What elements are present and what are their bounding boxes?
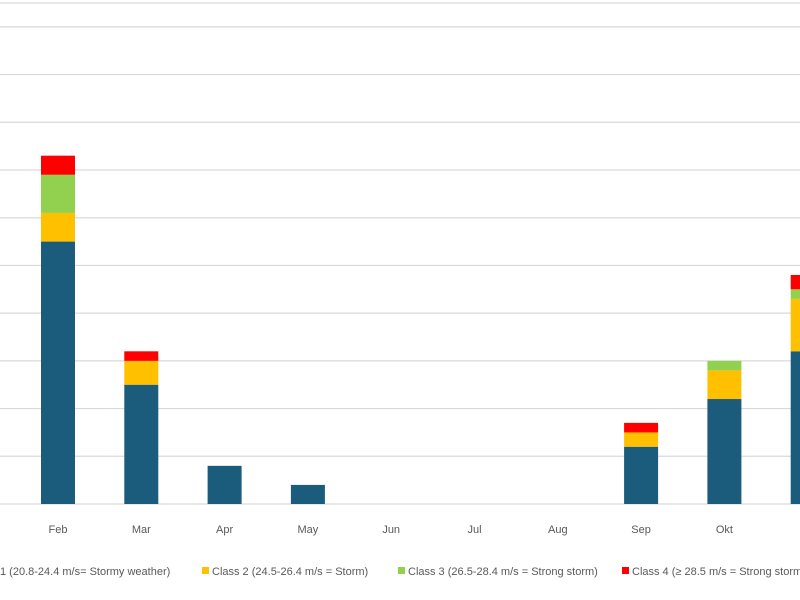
bar-segment — [790, 298, 800, 352]
bar-segment — [624, 446, 659, 504]
legend-label: Class 4 (≥ 28.5 m/s = Strong storm t — [632, 566, 800, 578]
legend-swatch — [622, 567, 629, 574]
bar-segment — [790, 289, 800, 299]
x-tick-label: Sep — [631, 524, 651, 536]
x-tick-label: Aug — [548, 524, 568, 536]
bar-segment — [124, 360, 159, 385]
x-tick-label: Jul — [467, 524, 481, 536]
x-tick-label: Feb — [49, 524, 68, 536]
bar-segment — [707, 370, 742, 400]
bar-segment — [41, 174, 75, 213]
legend-label: 1 (20.8-24.4 m/s= Stormy weather) — [0, 566, 170, 578]
x-tick-label: Mar — [132, 524, 151, 536]
legend-label: Class 2 (24.5-26.4 m/s = Storm) — [212, 566, 368, 578]
bar-segment — [707, 360, 742, 371]
x-tick-label: Okt — [716, 524, 733, 536]
bar-segment — [624, 432, 659, 447]
bar-segment — [207, 465, 242, 504]
bar-segment — [41, 241, 75, 505]
bar-segment — [124, 384, 159, 504]
bar-segment — [41, 155, 75, 175]
legend-swatch — [398, 567, 405, 574]
x-tick-label: Apr — [216, 524, 233, 536]
x-tick-label: May — [298, 524, 319, 536]
bar-segment — [290, 484, 325, 504]
bar-segment — [624, 422, 659, 433]
bar-segment — [790, 351, 800, 504]
bar-segment — [790, 274, 800, 290]
legend-swatch — [202, 567, 209, 574]
bar-segment — [707, 399, 742, 504]
legend-label: Class 3 (26.5-28.4 m/s = Strong storm) — [408, 566, 598, 578]
x-tick-label: Jun — [382, 524, 400, 536]
bar-segment — [124, 351, 159, 361]
bar-segment — [41, 212, 75, 242]
